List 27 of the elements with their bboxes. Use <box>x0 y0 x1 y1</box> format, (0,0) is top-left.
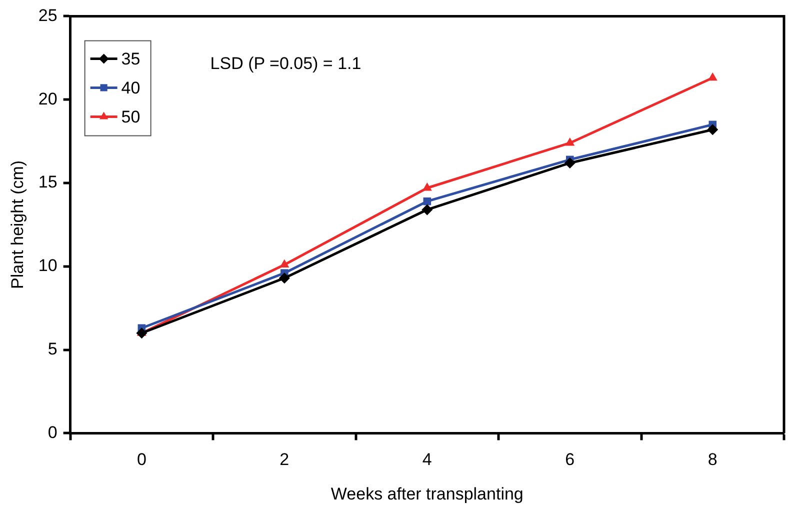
legend-label: 35 <box>121 49 140 68</box>
x-tick-label: 6 <box>565 450 575 470</box>
x-tick-label: 2 <box>280 450 290 470</box>
y-tick-label: 0 <box>48 422 58 442</box>
point <box>423 197 432 206</box>
x-tick-label: 4 <box>422 450 432 470</box>
y-tick-label: 10 <box>38 256 58 276</box>
y-axis-title: Plant height (cm) <box>8 160 27 289</box>
point <box>422 204 433 216</box>
point <box>136 328 148 339</box>
y-tick-label: 5 <box>48 339 58 358</box>
point <box>278 272 290 284</box>
point <box>422 182 432 191</box>
x-axis-title: Weeks after transplanting <box>330 484 524 504</box>
point <box>707 124 718 136</box>
x-tick-label: 0 <box>136 450 146 470</box>
legend-label: 50 <box>121 107 140 126</box>
x-tick-label: 8 <box>708 450 718 470</box>
y-tick-label: 15 <box>38 172 58 192</box>
annotation: LSD (P =0.05) = 1.1 <box>210 54 362 73</box>
point <box>564 157 576 168</box>
legend-label: 40 <box>121 78 140 98</box>
point <box>708 72 718 81</box>
y-tick-label: 25 <box>38 6 58 25</box>
point <box>565 137 575 146</box>
y-tick-label: 20 <box>38 89 58 108</box>
point <box>280 259 290 268</box>
